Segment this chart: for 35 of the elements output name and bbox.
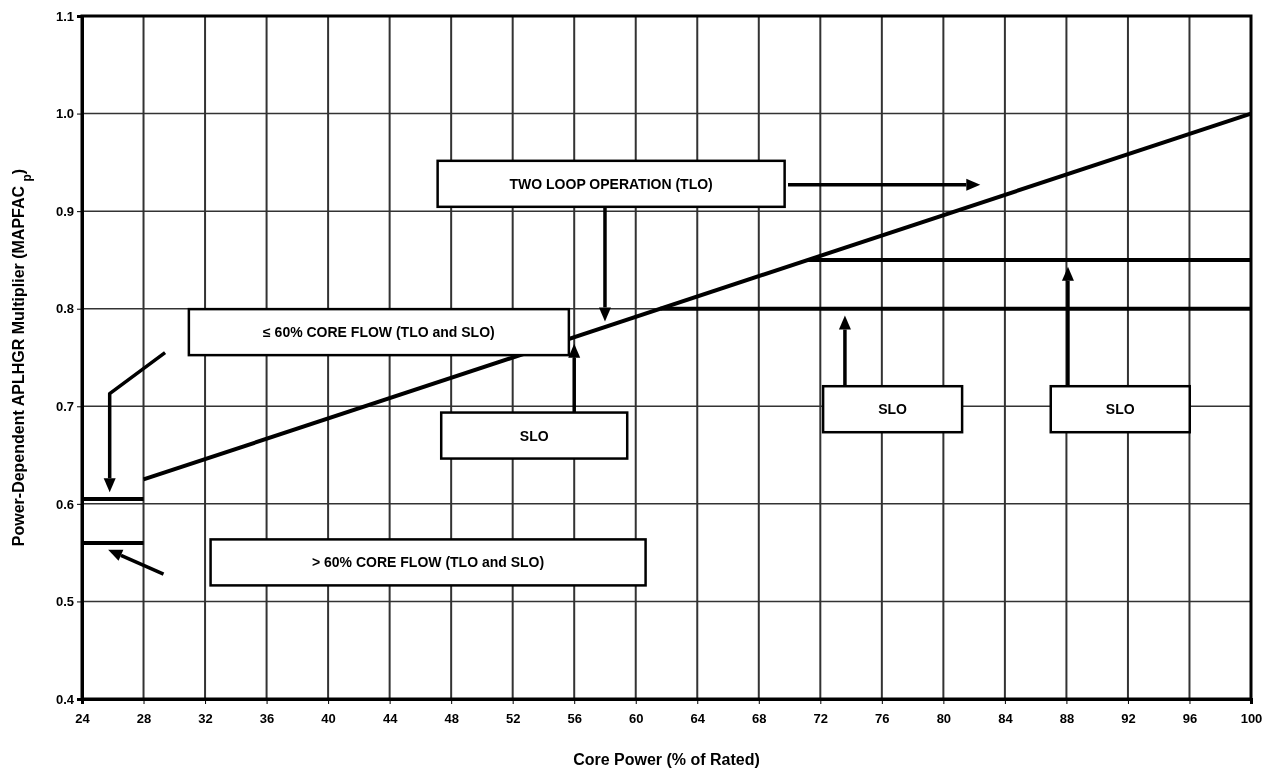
x-tick-label: 60 — [629, 710, 644, 726]
y-tick-label: 1.1 — [55, 8, 74, 24]
x-tick-label: 48 — [444, 710, 459, 726]
x-tick-label: 92 — [1121, 710, 1136, 726]
annotation: SLO — [878, 401, 908, 418]
x-tick-label: 64 — [690, 710, 706, 726]
annotation: ≤ 60% CORE FLOW (TLO and SLO) — [263, 324, 495, 341]
y-tick-label: 0.9 — [55, 203, 74, 219]
y-tick-label: 0.6 — [55, 496, 74, 512]
x-tick-label: 44 — [382, 710, 399, 726]
x-tick-label: 52 — [505, 710, 521, 726]
annotation: TWO LOOP OPERATION (TLO) — [509, 175, 713, 192]
x-axis-title: Core Power (% of Rated) — [573, 751, 760, 768]
y-tick-label: 0.4 — [55, 691, 75, 707]
annotation: SLO — [1105, 401, 1135, 418]
x-tick-label: 68 — [752, 710, 767, 726]
x-tick-label: 96 — [1182, 710, 1198, 726]
x-tick-label: 28 — [136, 710, 152, 726]
x-tick-label: 84 — [998, 710, 1014, 726]
y-tick-label: 1.0 — [55, 106, 74, 122]
y-tick-label: 0.8 — [55, 301, 74, 317]
x-tick-label: 32 — [198, 710, 213, 726]
x-tick-label: 72 — [813, 710, 829, 726]
x-tick-label: 40 — [321, 710, 336, 726]
x-tick-label: 24 — [75, 710, 91, 726]
annotation: > 60% CORE FLOW (TLO and SLO) — [311, 554, 545, 571]
y-tick-label: 0.5 — [55, 594, 74, 610]
annotation: SLO — [519, 427, 549, 444]
x-tick-label: 100 — [1240, 710, 1263, 726]
x-tick-label: 76 — [875, 710, 890, 726]
x-tick-label: 80 — [936, 710, 952, 726]
x-tick-label: 36 — [259, 710, 275, 726]
x-tick-label: 88 — [1059, 710, 1075, 726]
x-tick-label: 56 — [567, 710, 582, 726]
y-tick-label: 0.7 — [55, 398, 74, 414]
